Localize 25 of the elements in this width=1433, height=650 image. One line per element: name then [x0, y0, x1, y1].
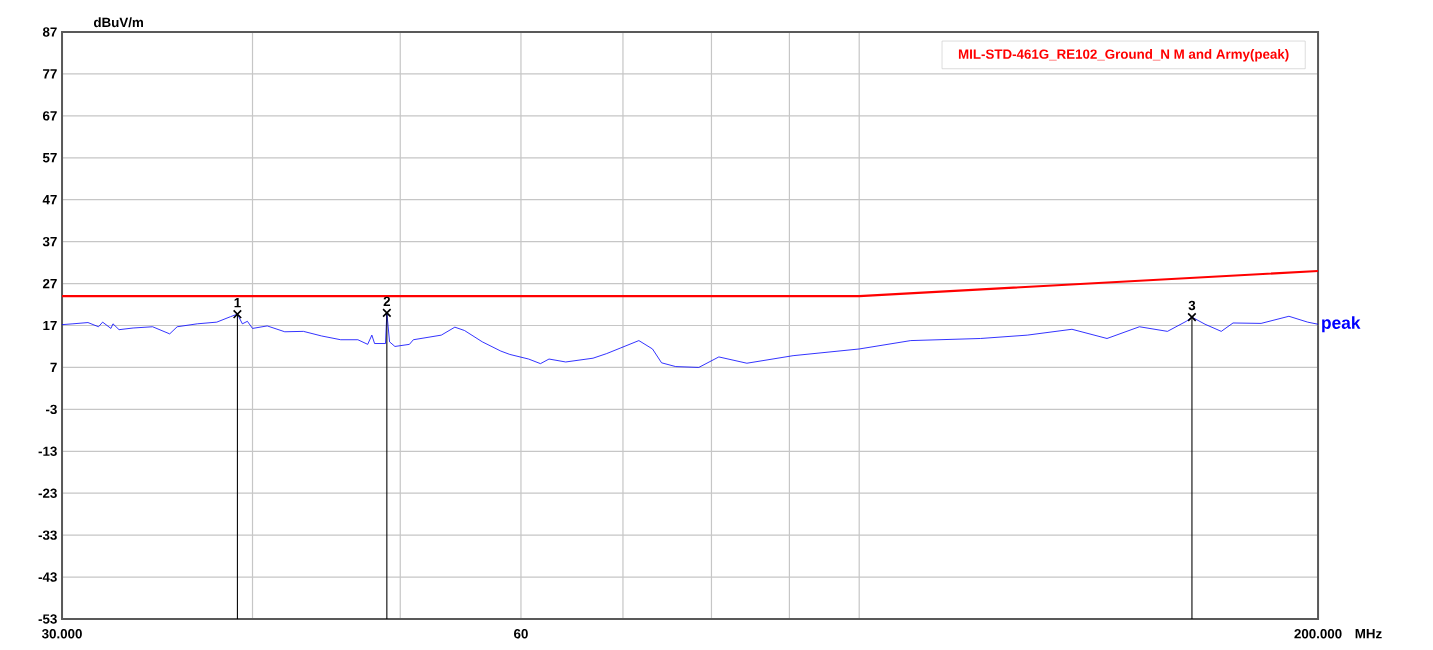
- x-tick-label: 200.000: [1294, 629, 1342, 639]
- y-tick-label: 37: [42, 236, 57, 247]
- x-tick-label: 30.000: [41, 629, 82, 639]
- y-tick-label: 67: [42, 111, 57, 121]
- y-tick-label: 47: [42, 195, 57, 205]
- y-tick-label: -23: [38, 488, 57, 498]
- y-tick-label: 7: [50, 362, 57, 373]
- y-tick-label: 17: [43, 320, 57, 331]
- y-tick-label: 57: [42, 153, 57, 163]
- y-tick-label: 87: [42, 27, 57, 37]
- annotation: 3: [1188, 300, 1196, 311]
- y-tick-label: 27: [42, 278, 57, 289]
- series-label: peak: [1322, 316, 1361, 333]
- annotation: 2: [383, 296, 391, 306]
- y-tick-label: -33: [38, 530, 57, 540]
- text: MIL-STD-461G_RE102_Ground_N M and Army(peak): [958, 49, 1289, 62]
- y-axis-title: dBuV/m: [93, 17, 143, 28]
- y-tick-label: -53: [38, 614, 57, 624]
- y-tick-label: -43: [38, 572, 57, 582]
- x-tick-label: 60: [514, 629, 528, 639]
- x-axis-title: MHz: [1355, 629, 1382, 639]
- y-tick-label: -13: [38, 446, 57, 457]
- y-tick-label: -3: [45, 404, 57, 415]
- y-tick-label: 77: [43, 69, 57, 79]
- annotation: 1: [234, 298, 241, 308]
